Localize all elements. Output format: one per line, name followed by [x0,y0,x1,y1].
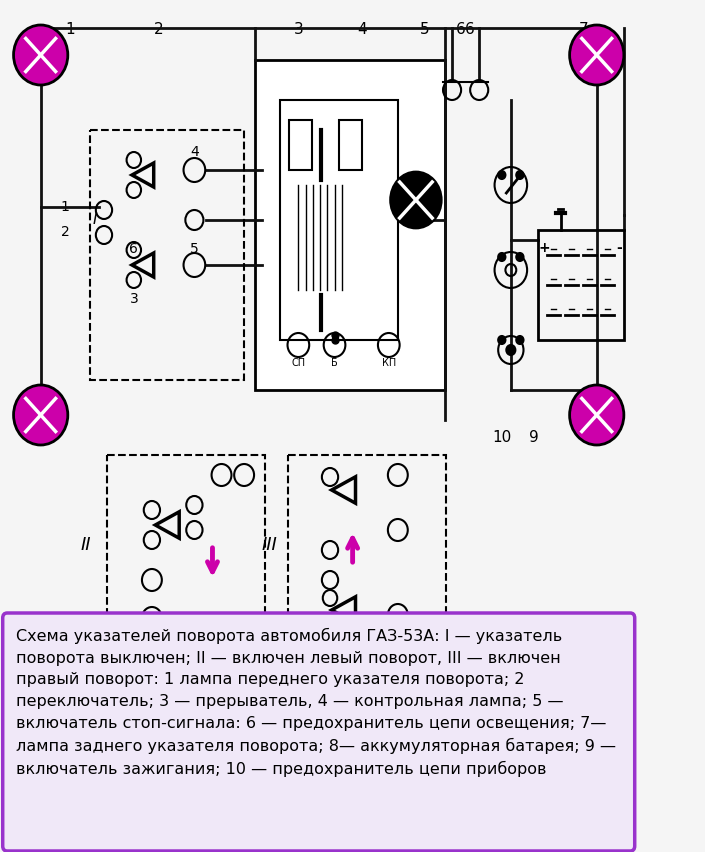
Circle shape [516,336,524,344]
Circle shape [13,25,68,85]
Text: I: I [92,212,97,227]
Text: -: - [616,241,623,255]
Text: 6: 6 [456,22,466,37]
Text: III: III [262,536,277,554]
Circle shape [570,25,624,85]
Text: 6: 6 [465,22,475,37]
Text: 2: 2 [154,22,163,37]
Text: 4: 4 [190,145,199,159]
FancyBboxPatch shape [3,613,635,851]
Circle shape [498,336,505,344]
Text: 9: 9 [529,430,539,445]
Circle shape [516,171,524,179]
Text: 3: 3 [130,292,138,306]
Text: 8: 8 [596,430,605,445]
Text: 5: 5 [420,22,430,37]
Text: +: + [539,241,550,255]
Text: 7: 7 [579,22,588,37]
Text: 10: 10 [492,430,511,445]
Circle shape [570,385,624,445]
Text: 3: 3 [293,22,303,37]
Text: 1: 1 [65,22,75,37]
Text: КП: КП [381,358,396,368]
Text: 4: 4 [357,22,367,37]
Circle shape [13,385,68,445]
Text: 5: 5 [190,242,199,256]
Text: II: II [80,536,91,554]
Text: Схема указателей поворота автомобиля ГАЗ-53А: I — указатель
поворота выключен; I: Схема указателей поворота автомобиля ГАЗ… [16,628,616,777]
Text: 6: 6 [130,242,138,256]
Text: 1: 1 [61,200,70,214]
Circle shape [506,345,515,355]
Text: СП: СП [291,358,305,368]
Text: Б: Б [331,358,338,368]
Text: 2: 2 [61,225,70,239]
Circle shape [498,253,505,261]
Circle shape [516,253,524,261]
FancyBboxPatch shape [255,60,445,390]
Circle shape [498,171,505,179]
Circle shape [391,172,441,228]
